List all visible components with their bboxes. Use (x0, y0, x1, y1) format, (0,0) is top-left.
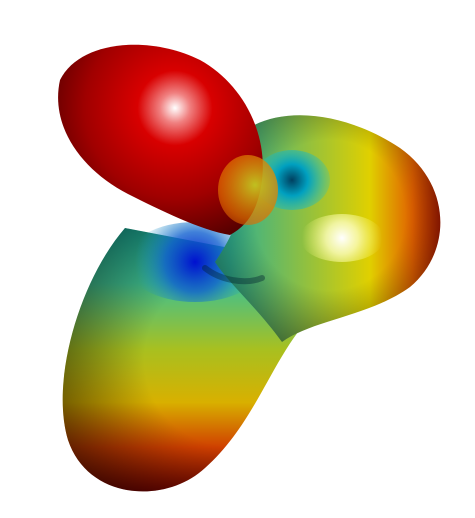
right-highlight (300, 214, 384, 262)
neck-shading (218, 155, 278, 225)
top-left-lobe (58, 44, 263, 235)
crease-shadow (202, 265, 265, 285)
